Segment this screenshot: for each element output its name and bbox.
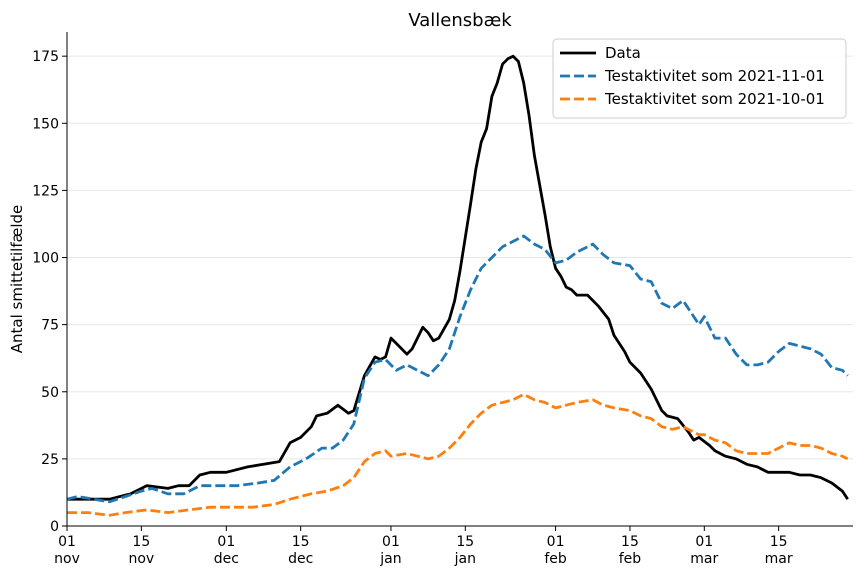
y-tick-label: 150	[32, 116, 59, 132]
x-axis-ticks: 01nov15nov01dec15dec01jan15jan01feb15feb…	[54, 526, 793, 567]
x-tick-label-day: 15	[621, 534, 639, 550]
x-tick-label-day: 15	[456, 534, 474, 550]
y-axis-ticks: 0 25 50 75 100 125 150 175	[32, 49, 67, 535]
x-tick-label-month: jan	[379, 551, 401, 567]
x-tick-label-day: 15	[132, 534, 150, 550]
x-tick-label-month: mar	[690, 551, 718, 567]
series-line-3	[67, 393, 849, 517]
y-axis-label: Antal smittetilfælde	[8, 205, 26, 354]
x-tick-label-month: jan	[454, 551, 476, 567]
series-line-2	[66, 234, 849, 504]
series-line-1	[67, 54, 849, 501]
y-tick-label: 75	[41, 318, 59, 334]
chart-title: Vallensbæk	[408, 10, 512, 31]
x-tick-label-day: 01	[695, 534, 713, 550]
x-tick-label-day: 01	[217, 534, 235, 550]
x-tick-label-month: feb	[544, 551, 567, 567]
x-tick-label-month: nov	[54, 551, 80, 567]
x-tick-label-day: 15	[292, 534, 310, 550]
y-tick-label: 0	[50, 519, 59, 535]
legend-label-3: Testaktivitet som 2021-10-01	[604, 90, 825, 108]
x-tick-label-month: feb	[619, 551, 642, 567]
legend-box	[552, 38, 847, 119]
x-tick-label-month: nov	[128, 551, 154, 567]
x-tick-label-month: dec	[288, 551, 313, 567]
legend: Data Testaktivitet som 2021-11-01 Testakti…	[552, 38, 847, 119]
axes	[66, 32, 853, 527]
series-group	[66, 54, 849, 517]
x-tick-label-month: mar	[765, 551, 793, 567]
x-tick-label-day: 01	[58, 534, 76, 550]
x-tick-label-day: 01	[382, 534, 400, 550]
y-tick-label: 50	[41, 385, 59, 401]
x-tick-label-day: 01	[547, 534, 565, 550]
x-tick-label-month: dec	[214, 551, 239, 567]
y-tick-label: 100	[32, 251, 59, 267]
y-tick-label: 125	[32, 183, 59, 199]
x-tick-label-day: 15	[770, 534, 788, 550]
legend-label-1: Data	[605, 44, 641, 62]
y-tick-label: 175	[32, 49, 59, 65]
legend-label-2: Testaktivitet som 2021-11-01	[604, 67, 825, 85]
y-tick-label: 25	[41, 452, 59, 468]
